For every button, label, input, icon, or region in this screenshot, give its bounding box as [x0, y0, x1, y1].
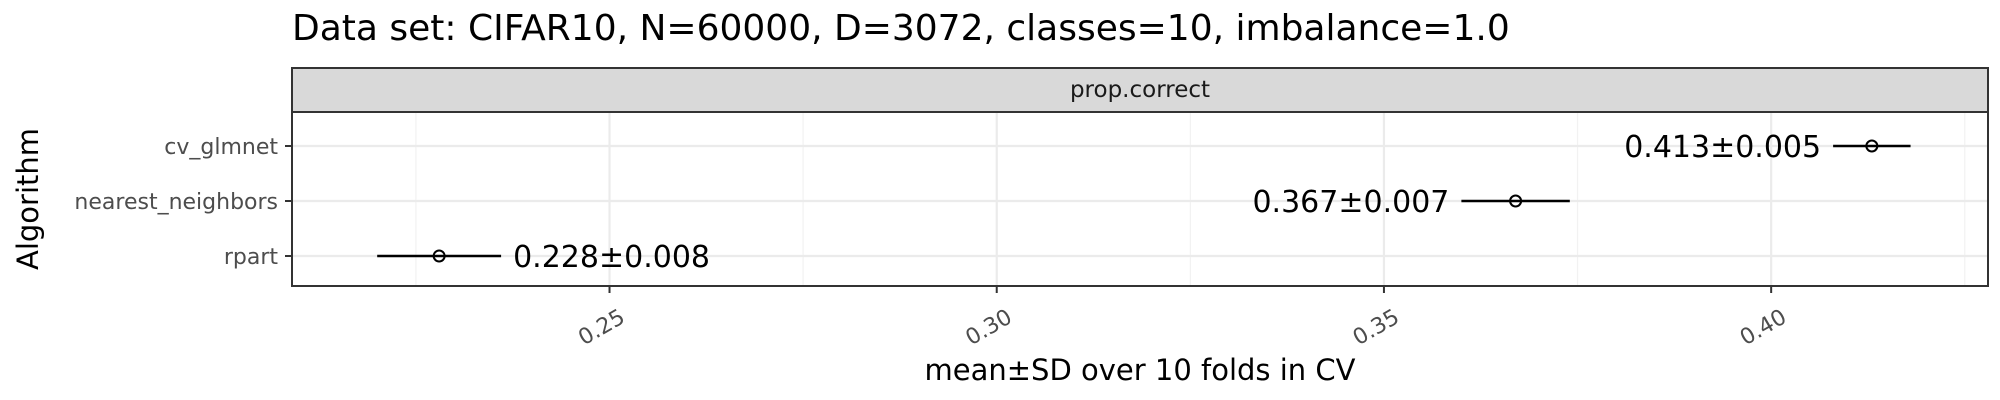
data-label-rpart: 0.228±0.008: [513, 240, 710, 275]
facet-strip: [291, 67, 1989, 113]
x-axis: 0.25 0.30 0.35 0.40: [574, 286, 1791, 351]
y-axis-title: Algorithm: [11, 128, 45, 270]
y-tick-label-nearest_neighbors: nearest_neighbors: [74, 190, 278, 215]
chart-title: Data set: CIFAR10, N=60000, D=3072, clas…: [292, 8, 1510, 49]
mean-point-cv_glmnet: [1865, 139, 1879, 153]
mean-point-rpart: [432, 249, 446, 263]
panel-border: [291, 111, 1989, 287]
x-tick-label: 0.30: [962, 305, 1017, 351]
mean-point-nearest_neighbors: [1509, 194, 1523, 208]
x-tick-label: 0.25: [574, 305, 629, 351]
y-tick-label-rpart: rpart: [224, 245, 279, 270]
data-label-nearest_neighbors: 0.367±0.007: [1252, 185, 1449, 220]
x-axis-title: mean±SD over 10 folds in CV: [925, 353, 1356, 387]
facet-strip-label: prop.correct: [1070, 77, 1210, 103]
x-tick-label: 0.35: [1349, 305, 1404, 351]
y-tick-label-cv_glmnet: cv_glmnet: [164, 135, 278, 160]
x-tick-label: 0.40: [1736, 305, 1791, 351]
data-marks: 0.413±0.005 0.367±0.007 0.228±0.008: [377, 130, 1911, 275]
data-label-cv_glmnet: 0.413±0.005: [1624, 130, 1821, 165]
